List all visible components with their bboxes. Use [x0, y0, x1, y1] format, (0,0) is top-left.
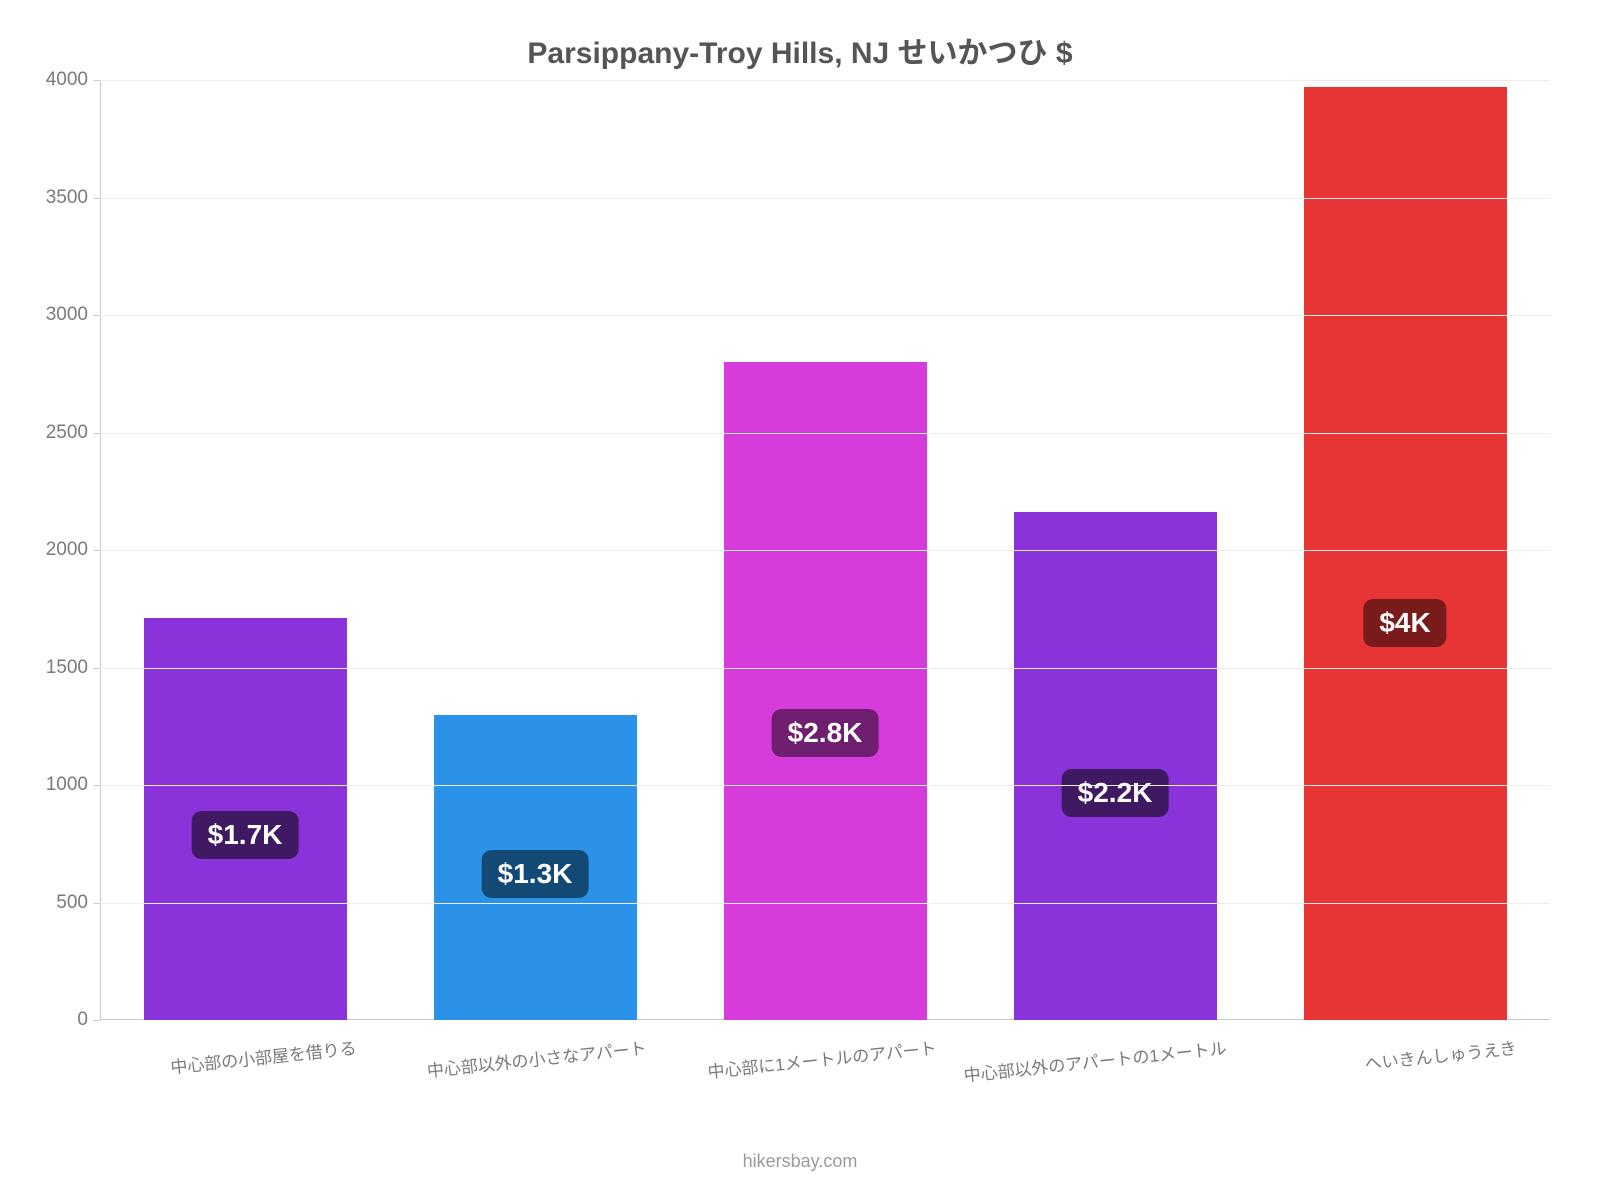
- x-tick-label: 中心部の小部屋を借りる: [57, 1034, 358, 1090]
- bar-value-label: $1.3K: [482, 850, 589, 898]
- gridline: [100, 668, 1550, 669]
- x-tick-label: 中心部以外のアパートの1メートル: [927, 1034, 1228, 1090]
- x-tick-label: 中心部に1メートルのアパート: [637, 1034, 938, 1090]
- gridline: [100, 198, 1550, 199]
- bar-value-label: $1.7K: [192, 811, 299, 859]
- gridline: [100, 80, 1550, 81]
- y-tick-label: 3000: [46, 304, 100, 326]
- bar: [1304, 87, 1507, 1020]
- x-tick-label: へいきんしゅうえき: [1217, 1034, 1518, 1090]
- bar-value-label: $2.2K: [1062, 769, 1169, 817]
- y-tick-label: 500: [56, 892, 100, 914]
- y-tick-label: 2500: [46, 422, 100, 444]
- y-tick-label: 0: [77, 1009, 100, 1031]
- bar: [1014, 512, 1217, 1020]
- y-tick-label: 1500: [46, 657, 100, 679]
- gridline: [100, 903, 1550, 904]
- gridline: [100, 785, 1550, 786]
- bar-value-label: $4K: [1363, 599, 1446, 647]
- attribution: hikersbay.com: [0, 1151, 1600, 1172]
- y-tick-label: 2000: [46, 539, 100, 561]
- bar-value-label: $2.8K: [772, 709, 879, 757]
- bar: [724, 362, 927, 1020]
- cost-of-living-chart: Parsippany-Troy Hills, NJ せいかつひ $ $1.7K $…: [0, 0, 1600, 1200]
- gridline: [100, 315, 1550, 316]
- y-tick-label: 3500: [46, 187, 100, 209]
- y-tick-label: 4000: [46, 69, 100, 91]
- gridline: [100, 433, 1550, 434]
- x-tick-label: 中心部以外の小さなアパート: [347, 1034, 648, 1090]
- y-tick-label: 1000: [46, 774, 100, 796]
- gridline: [100, 550, 1550, 551]
- chart-title: Parsippany-Troy Hills, NJ せいかつひ $: [0, 28, 1600, 72]
- plot-area: $1.7K$1.3K$2.8K$2.2K$4K 0500100015002000…: [100, 80, 1550, 1020]
